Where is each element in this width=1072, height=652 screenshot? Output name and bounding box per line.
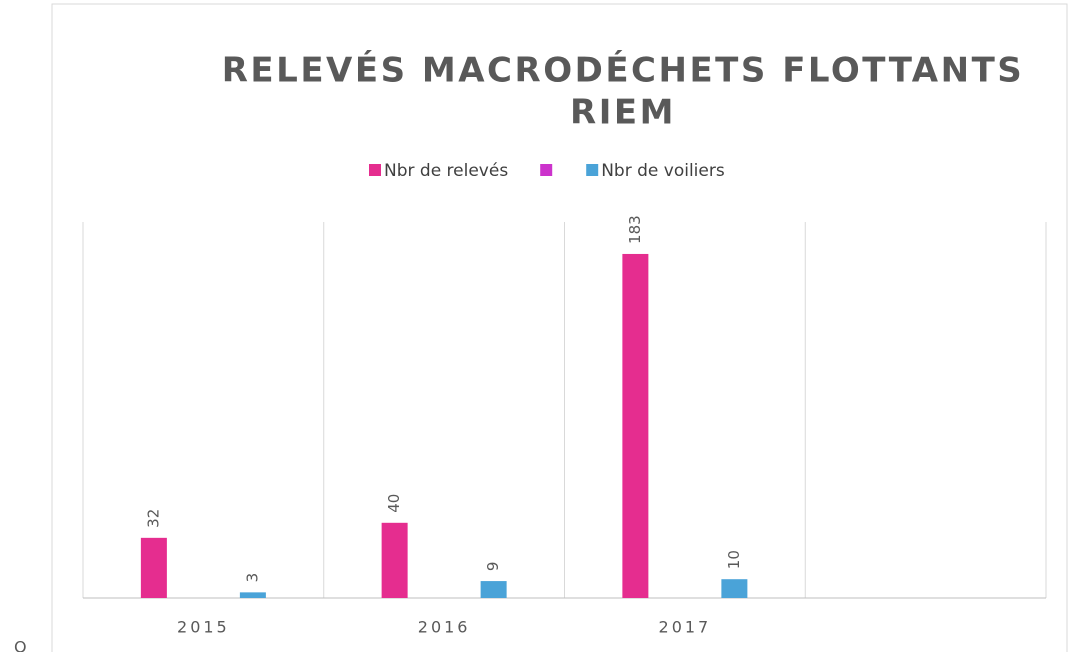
- chart-title: RELEVÉS MACRODÉCHETS FLOTTANTS: [222, 50, 1025, 91]
- bar: [480, 581, 507, 598]
- x-tick-label: 2016: [418, 618, 471, 637]
- legend-label: Nbr de relevés: [384, 161, 508, 181]
- data-label: 32: [144, 509, 162, 528]
- chart-title: RIEM: [570, 93, 676, 133]
- stray-text: O: [14, 638, 27, 652]
- legend-swatch: [369, 164, 381, 176]
- x-tick-label: 2017: [659, 618, 712, 637]
- legend-swatch: [586, 164, 599, 176]
- chart-border: [51, 3, 1068, 652]
- bar: [622, 253, 649, 598]
- bar: [239, 592, 266, 598]
- data-label: 3: [243, 573, 261, 583]
- x-tick-label: 2015: [177, 618, 230, 637]
- data-label: 9: [484, 562, 502, 572]
- bar: [381, 522, 408, 598]
- legend-label: Nbr de voiliers: [601, 161, 725, 181]
- data-label: 40: [385, 494, 403, 513]
- data-label: 10: [725, 550, 743, 569]
- bar: [721, 579, 748, 598]
- bar: [140, 537, 167, 598]
- data-label: 183: [626, 215, 644, 244]
- legend-swatch: [540, 164, 553, 176]
